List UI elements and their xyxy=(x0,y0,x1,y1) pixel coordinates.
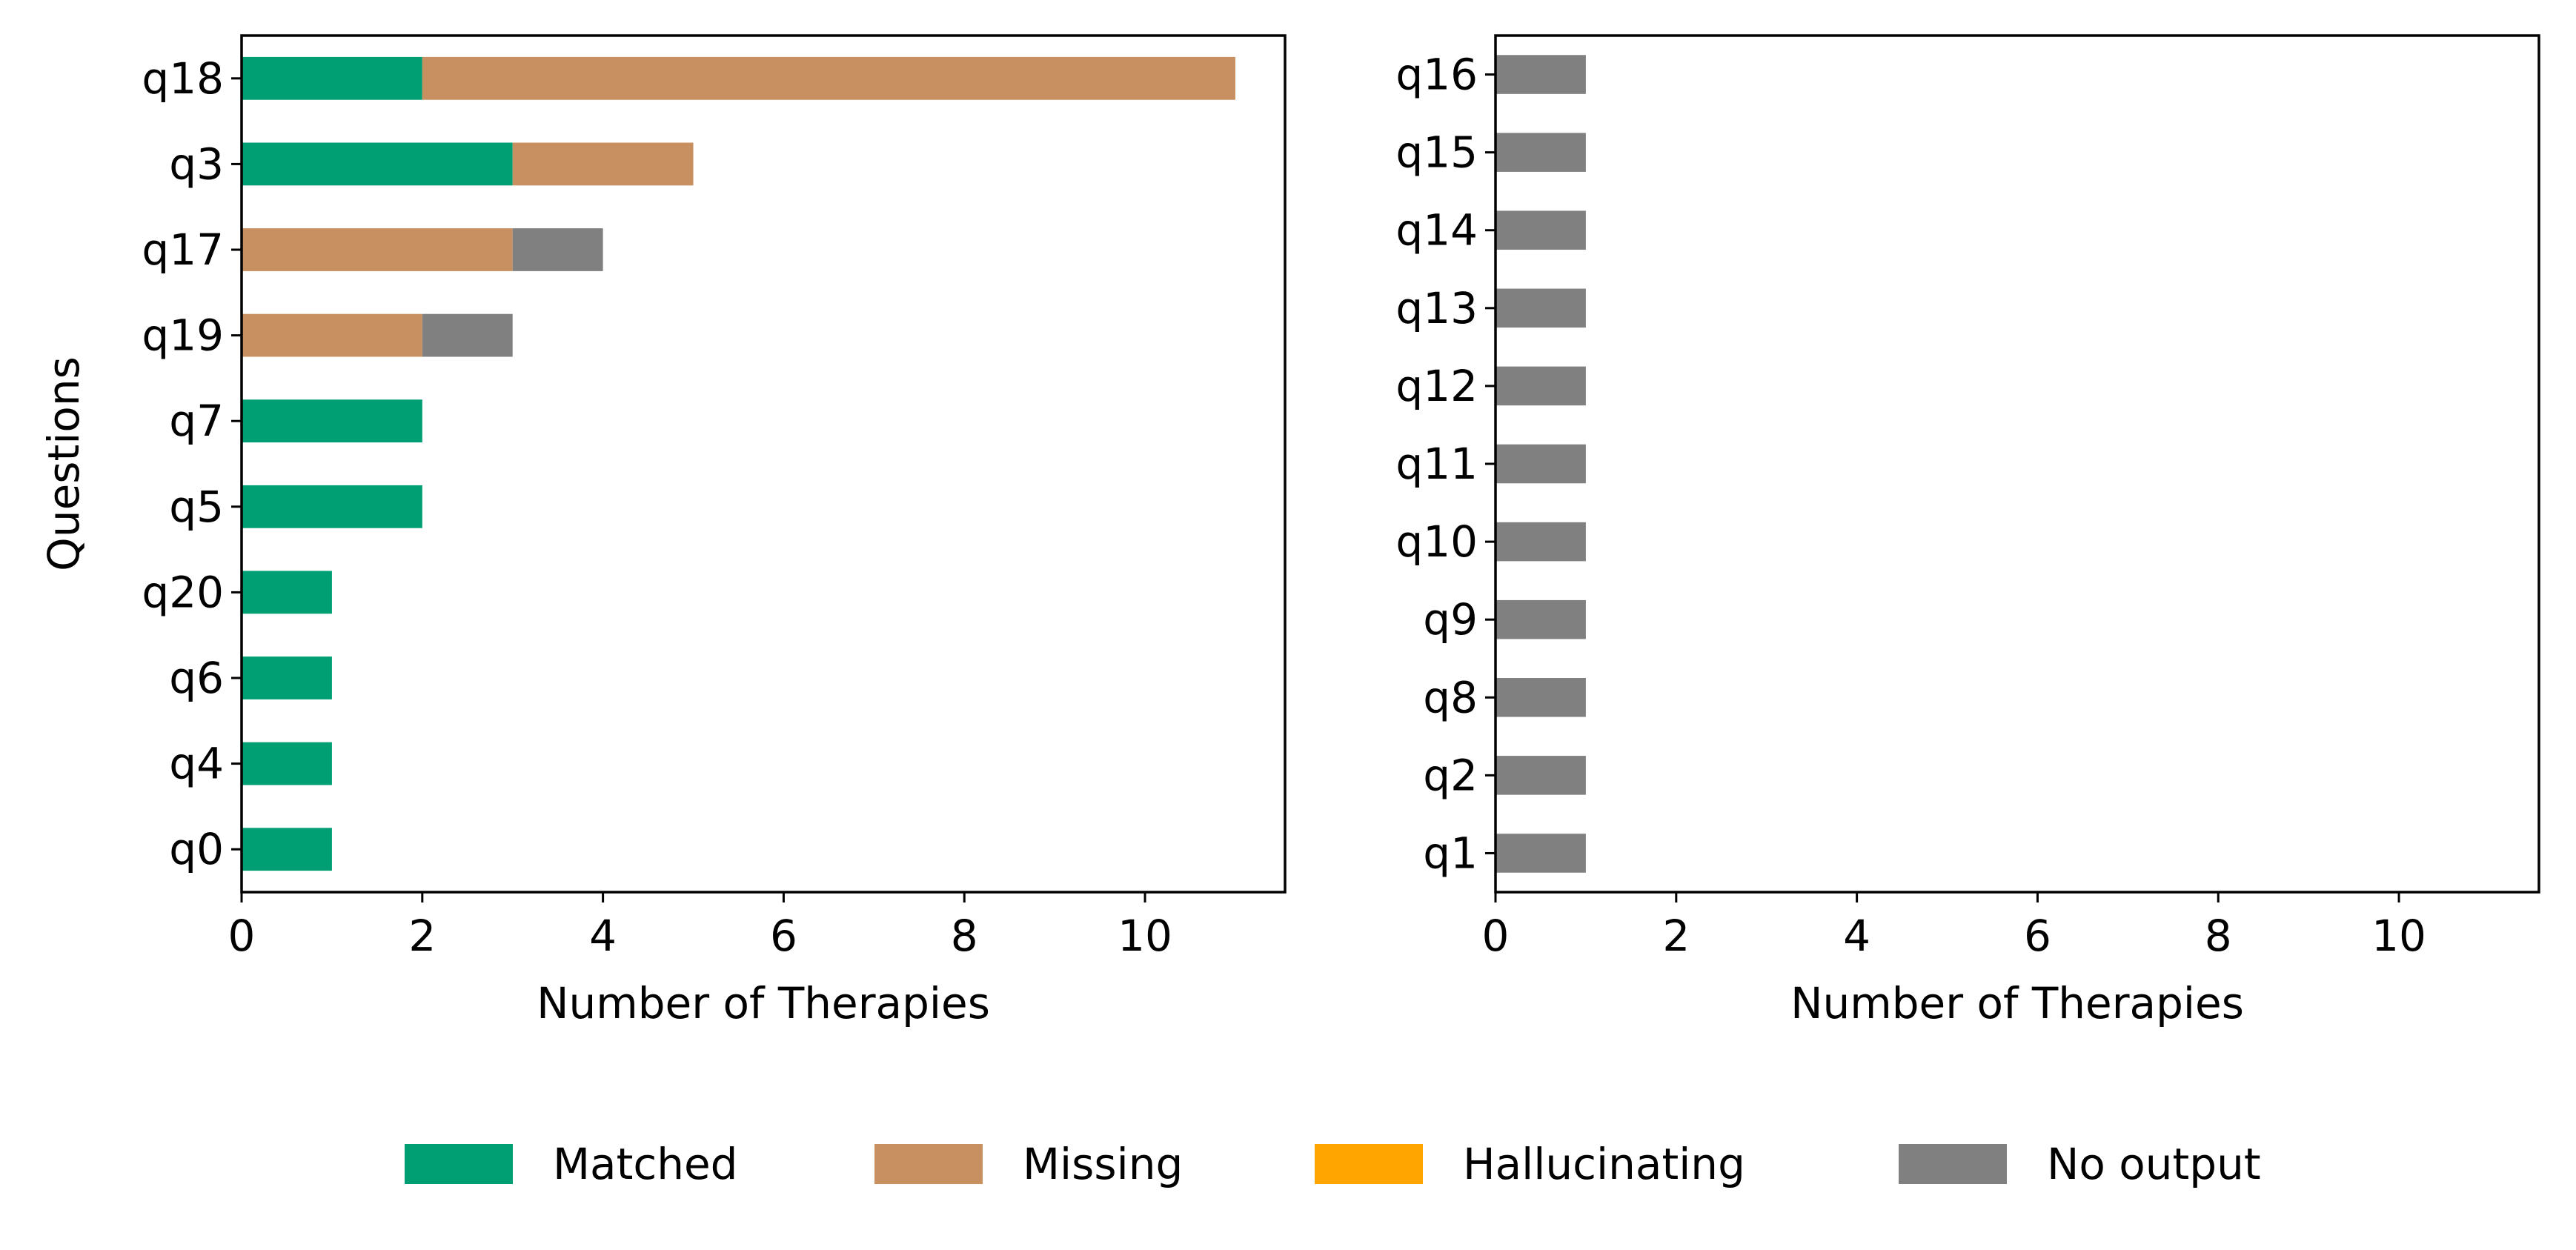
bar-q14-no-output xyxy=(1496,210,1586,250)
bar-q7-matched xyxy=(242,399,422,443)
y-tick-label: q16 xyxy=(1395,50,1478,100)
y-tick-label: q0 xyxy=(169,824,224,874)
left-chart-panel: q18 q3 q17 q19 q7 q5 q20 q6 q4 q00 2 4 6 8 10 Number of… xyxy=(39,34,1287,1028)
y-tick-label: q4 xyxy=(169,739,224,789)
legend-swatch-missing xyxy=(874,1144,983,1184)
bar-q9-no-output xyxy=(1496,599,1586,639)
bar-q18-missing xyxy=(422,56,1235,100)
bar-q3-matched xyxy=(242,142,513,186)
legend-swatch-no-output xyxy=(1899,1144,2007,1184)
y-tick-label: q6 xyxy=(169,653,224,703)
legend-label-missing: Missing xyxy=(1023,1139,1183,1189)
bar-q3-missing xyxy=(512,142,694,186)
y-tick-label: q17 xyxy=(142,225,224,275)
bar-q0-matched xyxy=(242,828,332,871)
bar-q2-no-output xyxy=(1496,756,1586,795)
y-tick-label: q13 xyxy=(1395,283,1478,333)
bar-q17-missing xyxy=(242,228,513,271)
y-tick-label: q3 xyxy=(169,139,224,189)
x-axis-label: Number of Therapies xyxy=(1790,978,2244,1028)
x-tick-label: 10 xyxy=(1118,911,1172,961)
y-tick-label: q19 xyxy=(142,310,224,361)
bar-q12-no-output xyxy=(1496,366,1586,406)
y-tick-label: q14 xyxy=(1395,205,1478,256)
legend-label-no-output: No output xyxy=(2047,1139,2261,1189)
legend-swatch-hallucinating xyxy=(1315,1144,1423,1184)
right-chart-panel: q16 q15 q14 q13 q12 q11 q10 q9 q8 q2 q10 2 4 6 8 10 Numb… xyxy=(1395,34,2540,1028)
y-tick-label: q12 xyxy=(1395,361,1478,411)
bar-q1-no-output xyxy=(1496,834,1586,873)
legend: Matched Missing Hallucinating No output xyxy=(405,1139,2261,1189)
bar-q15-no-output xyxy=(1496,133,1586,172)
bar-q18-matched xyxy=(242,56,422,100)
bar-q10-no-output xyxy=(1496,522,1586,562)
y-tick-label: q10 xyxy=(1395,516,1478,567)
bar-q6-matched xyxy=(242,656,332,699)
y-tick-label: q15 xyxy=(1395,127,1478,178)
x-tick-label: 0 xyxy=(1482,911,1510,961)
y-tick-label: q2 xyxy=(1423,750,1478,800)
bar-q4-matched xyxy=(242,742,332,785)
bar-q11-no-output xyxy=(1496,444,1586,484)
bar-q19-missing xyxy=(242,313,422,357)
bar-q19-no-output xyxy=(422,313,513,357)
y-axis-label: Questions xyxy=(39,356,89,571)
x-tick-label: 2 xyxy=(408,911,436,961)
y-tick-label: q11 xyxy=(1395,439,1478,489)
y-tick-label: q1 xyxy=(1423,828,1478,878)
x-tick-label: 4 xyxy=(589,911,617,961)
x-tick-label: 10 xyxy=(2371,911,2426,961)
x-tick-label: 6 xyxy=(770,911,797,961)
y-tick-label: q9 xyxy=(1423,594,1478,645)
legend-label-matched: Matched xyxy=(553,1139,737,1189)
y-tick-label: q7 xyxy=(169,396,224,446)
legend-swatch-matched xyxy=(405,1144,513,1184)
bar-q16-no-output xyxy=(1496,55,1586,94)
x-axis-label: Number of Therapies xyxy=(537,978,990,1028)
bar-q13-no-output xyxy=(1496,288,1586,328)
bar-q17-no-output xyxy=(512,228,603,271)
legend-label-hallucinating: Hallucinating xyxy=(1463,1139,1745,1189)
x-tick-label: 0 xyxy=(228,911,256,961)
bar-q20-matched xyxy=(242,571,332,614)
y-tick-label: q20 xyxy=(142,567,224,617)
bar-q5-matched xyxy=(242,485,422,528)
x-tick-label: 4 xyxy=(1843,911,1870,961)
x-tick-label: 6 xyxy=(2024,911,2051,961)
y-tick-label: q5 xyxy=(169,482,224,532)
y-tick-label: q18 xyxy=(142,53,224,104)
x-tick-label: 8 xyxy=(2205,911,2232,961)
bar-q8-no-output xyxy=(1496,678,1586,717)
y-tick-label: q8 xyxy=(1423,672,1478,722)
axes-frame xyxy=(1494,34,2540,894)
x-tick-label: 8 xyxy=(951,911,978,961)
x-tick-label: 2 xyxy=(1662,911,1690,961)
axes-frame xyxy=(240,34,1287,894)
